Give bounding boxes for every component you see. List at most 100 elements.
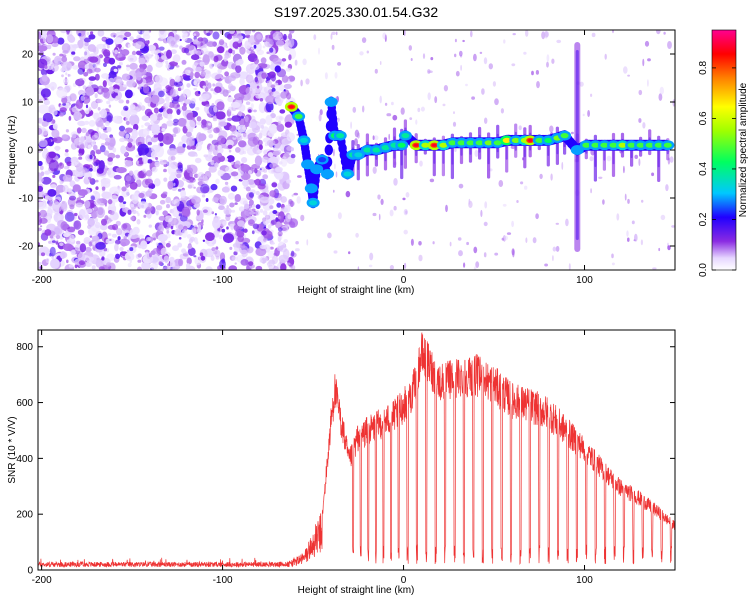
- faint-speckle: [471, 96, 475, 100]
- faint-speckle: [511, 248, 515, 256]
- noise-speckle: [283, 239, 289, 243]
- faint-speckle: [337, 62, 342, 66]
- noise-speckle: [177, 164, 184, 173]
- faint-speckle: [544, 263, 548, 267]
- faint-speckle: [598, 176, 603, 179]
- noise-speckle: [48, 151, 57, 159]
- noise-speckle: [98, 89, 102, 93]
- faint-speckle: [462, 39, 465, 43]
- noise-speckle: [93, 190, 98, 195]
- noise-speckle: [91, 265, 96, 270]
- faint-speckle: [335, 31, 338, 36]
- noise-speckle: [235, 30, 242, 39]
- spectrogram-x-ticks: -200 -100 0 100: [32, 30, 593, 286]
- noise-speckle: [158, 90, 165, 98]
- noise-speckle: [108, 136, 116, 147]
- noise-speckle: [280, 156, 288, 167]
- noise-speckle: [223, 233, 234, 244]
- noise-speckle: [212, 31, 220, 40]
- noise-speckle: [221, 170, 225, 175]
- signal-core: [484, 140, 493, 146]
- faint-speckle: [337, 212, 342, 220]
- noise-speckle: [108, 86, 115, 94]
- noise-speckle: [114, 97, 119, 102]
- noise-speckle: [62, 243, 73, 251]
- noise-speckle: [189, 172, 194, 177]
- noise-speckle: [291, 194, 294, 197]
- noise-speckle: [46, 44, 52, 50]
- faint-speckle: [627, 237, 630, 242]
- noise-speckle: [169, 78, 176, 87]
- noise-speckle: [278, 254, 289, 263]
- faint-speckle: [296, 196, 301, 204]
- faint-speckle: [582, 113, 585, 117]
- noise-speckle: [170, 49, 177, 55]
- faint-speckle: [388, 133, 391, 141]
- noise-speckle: [199, 252, 204, 257]
- faint-speckle: [647, 58, 651, 62]
- noise-speckle: [127, 44, 131, 48]
- faint-speckle: [544, 31, 549, 38]
- noise-speckle: [78, 209, 86, 220]
- noise-speckle: [281, 75, 289, 83]
- noise-speckle: [123, 37, 128, 40]
- noise-speckle: [257, 62, 268, 69]
- noise-speckle: [277, 136, 281, 140]
- signal-core: [381, 145, 390, 151]
- noise-speckle: [276, 202, 282, 208]
- noise-speckle: [42, 204, 48, 209]
- faint-speckle: [611, 253, 614, 259]
- noise-speckle: [177, 117, 187, 127]
- noise-speckle: [176, 173, 182, 179]
- noise-speckle: [212, 115, 217, 120]
- spectrogram-x-label: Height of straight line (km): [298, 285, 415, 296]
- noise-speckle: [210, 255, 215, 261]
- noise-speckle: [85, 246, 92, 253]
- noise-speckle: [272, 31, 282, 41]
- noise-speckle: [90, 100, 99, 110]
- noise-speckle: [121, 186, 127, 192]
- noise-speckle: [136, 160, 140, 164]
- noise-speckle: [89, 154, 93, 160]
- faint-speckle: [369, 252, 374, 261]
- noise-speckle: [259, 244, 267, 250]
- noise-speckle: [284, 204, 291, 213]
- noise-speckle: [59, 242, 64, 247]
- noise-speckle: [269, 190, 277, 198]
- noise-speckle: [77, 229, 85, 236]
- noise-speckle: [279, 109, 286, 114]
- noise-speckle: [196, 116, 202, 122]
- noise-speckle: [208, 51, 214, 58]
- noise-speckle: [264, 214, 271, 220]
- noise-speckle: [239, 245, 249, 255]
- noise-speckle: [197, 121, 202, 126]
- noise-speckle: [164, 215, 173, 223]
- noise-speckle: [255, 204, 261, 210]
- noise-speckle: [124, 160, 133, 167]
- noise-speckle: [153, 107, 159, 114]
- noise-speckle: [86, 31, 90, 36]
- faint-speckle: [565, 218, 569, 227]
- signal-core: [544, 137, 553, 143]
- faint-speckle: [454, 147, 457, 152]
- noise-speckle: [124, 89, 133, 99]
- noise-speckle: [76, 240, 81, 245]
- noise-speckle: [185, 119, 196, 131]
- faint-speckle: [427, 69, 431, 74]
- noise-speckle: [202, 209, 208, 213]
- faint-speckle: [468, 198, 471, 205]
- faint-speckle: [546, 54, 550, 62]
- noise-speckle: [261, 72, 267, 79]
- faint-speckle: [659, 86, 664, 95]
- faint-speckle: [288, 54, 292, 61]
- noise-speckle: [121, 46, 124, 51]
- faint-speckle: [503, 39, 506, 44]
- noise-speckle: [166, 160, 174, 167]
- noise-speckle: [186, 136, 196, 147]
- noise-speckle: [181, 206, 191, 217]
- noise-speckle: [256, 49, 264, 56]
- noise-speckle: [89, 56, 99, 63]
- faint-speckle: [458, 183, 464, 189]
- colorbar-tick-label: 0.2: [698, 212, 709, 226]
- noise-speckle: [272, 57, 283, 65]
